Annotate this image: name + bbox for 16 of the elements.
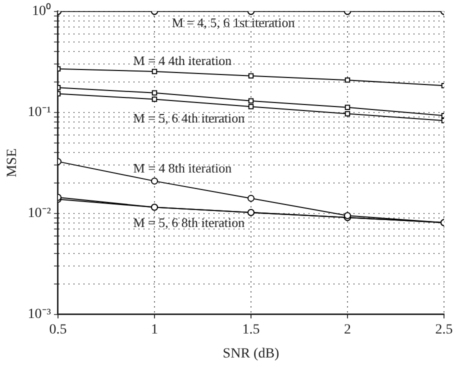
y-tick-label: 10⁰ [32, 3, 51, 20]
annotation: M = 4 8th iteration [133, 160, 232, 176]
y-tick-label: 10⁻² [28, 206, 51, 222]
annotation: M = 4, 5, 6 1st iteration [172, 14, 296, 30]
x-tick-label: 1 [151, 322, 158, 338]
y-tick-label: 10⁻¹ [28, 105, 51, 120]
x-axis-title: SNR (dB) [222, 346, 280, 362]
x-tick-label: 2 [344, 322, 351, 338]
annotation: M = 5, 6 8th iteration [133, 214, 246, 230]
x-tick-label: 0.5 [49, 322, 67, 338]
x-tick-label: 1.5 [242, 322, 260, 338]
x-tick-label: 2.5 [435, 322, 453, 338]
y-axis-title: MSE [5, 148, 20, 178]
annotation: M = 4 4th iteration [133, 52, 232, 68]
annotation: M = 5, 6 4th iteration [133, 110, 246, 126]
y-tick-label: 10⁻³ [28, 307, 51, 322]
